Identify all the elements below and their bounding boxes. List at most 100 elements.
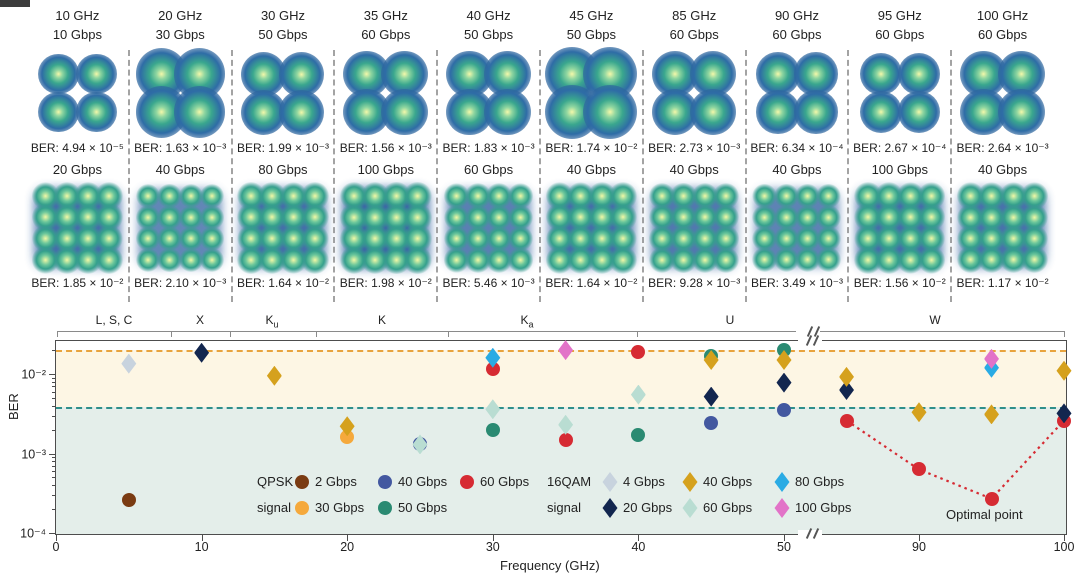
constellation-dot	[752, 247, 778, 273]
data-point	[121, 353, 137, 374]
constellation-dot	[178, 205, 204, 230]
constellation-blob	[38, 53, 79, 95]
panel-separator-dashed	[847, 50, 850, 302]
constellation-dot	[465, 225, 491, 252]
data-point	[631, 428, 646, 443]
band-label: W	[929, 313, 941, 327]
constellation-panel: 100 GHz 60 Gbps BER: 2.64 × 10⁻³ 40 Gbps BER…	[951, 4, 1054, 306]
y-axis-tick-label: 10⁻³	[21, 447, 46, 461]
panel-frequency-label: 100 GHz	[976, 8, 1029, 23]
constellation-dot	[199, 247, 225, 273]
data-point	[485, 347, 501, 368]
constellation-panel: 30 GHz 50 Gbps BER: 1.99 × 10⁻³ 80 Gbps BER:…	[232, 4, 336, 306]
legend-item-label: 20 Gbps	[623, 500, 673, 515]
data-point	[839, 366, 854, 387]
panel-frequency-label: 20 GHz	[158, 8, 203, 23]
qpsk-constellation	[545, 47, 638, 139]
data-point	[911, 402, 927, 423]
band-label: K	[377, 313, 387, 327]
data-point	[631, 344, 646, 359]
y-axis-minor-tick	[52, 397, 56, 399]
x-axis-tick-label: 100	[1053, 540, 1075, 554]
panel-frequency-label: 45 GHz	[569, 8, 614, 23]
panel-ber-qpsk: BER: 6.34 × 10⁻⁴	[750, 141, 844, 155]
ber-frequency-plot: 10⁻² 10⁻³ 10⁻⁴ 0 10 20 30 40 50 90 100 QPSK signal 2 …	[20, 335, 1074, 554]
x-axis-tick	[919, 534, 920, 541]
band-label: Ka	[520, 313, 534, 330]
constellation-blob	[756, 90, 800, 134]
data-point	[266, 365, 282, 386]
panel-separator-dashed	[641, 50, 644, 302]
panel-ber-16qam: BER: 1.98 × 10⁻²	[339, 276, 432, 290]
legend-item-label: 100 Gbps	[795, 500, 852, 515]
x-axis-tick-label: 10	[194, 540, 209, 554]
constellation-dot	[135, 205, 161, 230]
qpsk-constellation	[134, 48, 226, 138]
band-scale-tick	[448, 331, 449, 337]
legend-diamond-swatch	[602, 472, 618, 492]
data-point	[1056, 403, 1072, 424]
qpsk-constellation	[751, 50, 843, 136]
legend-group-label: 16QAM	[547, 474, 592, 489]
band-scale-tick	[1064, 331, 1065, 337]
panel-rate-label-qpsk: 10 Gbps	[52, 27, 102, 42]
constellation-dot	[157, 205, 182, 230]
legend-diamond-swatch	[682, 498, 698, 518]
axis-break-gap	[798, 337, 822, 345]
x-axis-tick	[784, 534, 785, 541]
legend-diamond-swatch	[774, 498, 790, 518]
y-axis-minor-tick	[52, 391, 56, 393]
constellation-dot	[773, 204, 799, 230]
legend-item-label: 80 Gbps	[795, 474, 845, 489]
panel-ber-16qam: BER: 1.17 × 10⁻²	[956, 276, 1049, 290]
constellation-blob	[76, 53, 117, 95]
constellation-blob	[76, 91, 117, 133]
x-axis-tick-label: 20	[340, 540, 355, 554]
constellation-dot	[795, 204, 821, 230]
data-point	[984, 491, 999, 506]
constellation-panel-strip: 10 GHz 10 Gbps BER: 4.94 × 10⁻⁵ 20 Gbps BER:…	[26, 4, 1054, 306]
data-point	[558, 340, 574, 361]
legend-circle-swatch	[378, 475, 392, 489]
band-label: U	[725, 313, 735, 327]
constellation-blob	[279, 51, 325, 97]
constellation-dot	[178, 183, 204, 209]
x-axis-tick	[1064, 534, 1065, 541]
constellation-panel: 90 GHz 60 Gbps BER: 6.34 × 10⁻⁴ 40 Gbps BER:…	[746, 4, 850, 306]
constellation-panel: 95 GHz 60 Gbps BER: 2.67 × 10⁻⁴ 100 Gbps BER…	[848, 4, 953, 306]
constellation-blob	[241, 89, 287, 135]
panel-rate-label-16qam: 40 Gbps	[566, 162, 616, 177]
data-point	[558, 414, 574, 435]
panel-separator-dashed	[333, 50, 336, 302]
legend-item-label: 4 Gbps	[623, 474, 665, 489]
constellation-dot	[443, 247, 470, 273]
panel-rate-label-qpsk: 30 Gbps	[155, 27, 205, 42]
panel-rate-label-16qam: 40 Gbps	[772, 162, 822, 177]
legend-circle-swatch	[295, 501, 309, 515]
qpsk-constellation	[237, 50, 329, 136]
constellation-dot	[752, 183, 778, 209]
panel-rate-label-16qam: 40 Gbps	[669, 162, 719, 177]
panel-ber-qpsk: BER: 1.83 × 10⁻³	[442, 141, 535, 155]
y-axis-minor-tick	[52, 485, 56, 487]
panel-ber-16qam: BER: 5.46 × 10⁻³	[442, 276, 535, 290]
constellation-dot	[199, 205, 225, 230]
legend-item-label: 2 Gbps	[315, 474, 357, 489]
legend-diamond-swatch	[602, 498, 618, 518]
x-axis-tick	[638, 534, 640, 541]
panel-rate-label-16qam: 80 Gbps	[258, 162, 308, 177]
panel-ber-16qam: BER: 1.64 × 10⁻²	[236, 276, 330, 290]
x-axis-tick-label: 0	[52, 540, 60, 554]
data-point	[776, 372, 792, 393]
x-axis-tick-label: 90	[912, 540, 926, 554]
constellation-dot	[465, 183, 491, 209]
x-axis-tick-label: 30	[485, 540, 500, 554]
constellation-dot	[507, 183, 534, 209]
panel-rate-label-qpsk: 60 Gbps	[669, 27, 719, 42]
panel-rate-label-qpsk: 50 Gbps	[566, 27, 616, 42]
band-label: Ku	[265, 313, 279, 330]
data-point	[703, 386, 719, 407]
constellation-dot	[157, 183, 182, 209]
constellation-blob	[794, 90, 838, 134]
constellation-blob	[484, 88, 531, 136]
